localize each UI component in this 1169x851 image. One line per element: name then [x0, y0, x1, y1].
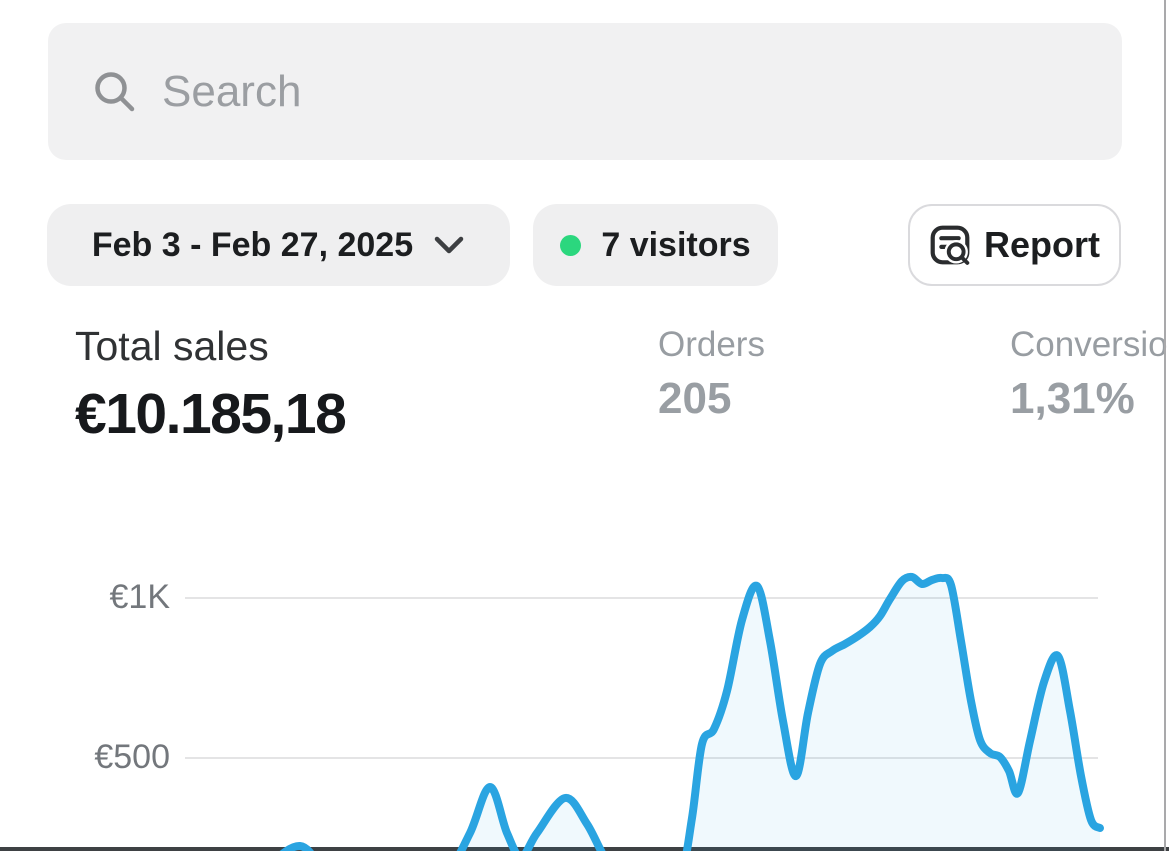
bottom-cutoff-strip — [0, 847, 1169, 851]
date-range-selector[interactable]: Feb 3 - Feb 27, 2025 — [47, 204, 510, 286]
total-sales-value: €10.185,18 — [75, 382, 347, 447]
report-button[interactable]: Report — [908, 204, 1121, 286]
chart-area-fill — [286, 576, 1100, 851]
orders-value: 205 — [658, 373, 732, 423]
y-axis-tick-500: €500 — [94, 738, 170, 776]
gridline-1k — [185, 597, 1098, 599]
search-icon — [95, 71, 135, 111]
metric-tab-conversion[interactable]: Conversio 1,31% — [1010, 325, 1168, 423]
chart-line — [279, 572, 1104, 851]
live-visitors-badge[interactable]: 7 visitors — [533, 204, 778, 286]
visitors-count-label: 7 visitors — [601, 225, 751, 264]
total-sales-label: Total sales — [75, 323, 269, 369]
gridline-500 — [185, 757, 1098, 759]
search-bar[interactable] — [48, 23, 1122, 160]
report-button-label: Report — [984, 224, 1100, 265]
sales-line-chart — [279, 572, 1104, 851]
metric-tab-total-sales[interactable]: Total sales €10.185,18 — [75, 323, 347, 447]
metric-tab-orders[interactable]: Orders 205 — [658, 325, 765, 423]
live-dot-icon — [560, 234, 582, 256]
report-icon — [930, 225, 970, 265]
date-range-label: Feb 3 - Feb 27, 2025 — [91, 225, 414, 264]
y-axis-tick-1k: €1K — [109, 578, 171, 616]
screen-right-edge — [1164, 0, 1166, 851]
search-input[interactable] — [162, 23, 1122, 160]
chevron-down-icon — [434, 236, 464, 254]
conversion-label: Conversio — [1010, 325, 1168, 364]
conversion-value: 1,31% — [1010, 373, 1135, 423]
orders-label: Orders — [658, 325, 765, 364]
